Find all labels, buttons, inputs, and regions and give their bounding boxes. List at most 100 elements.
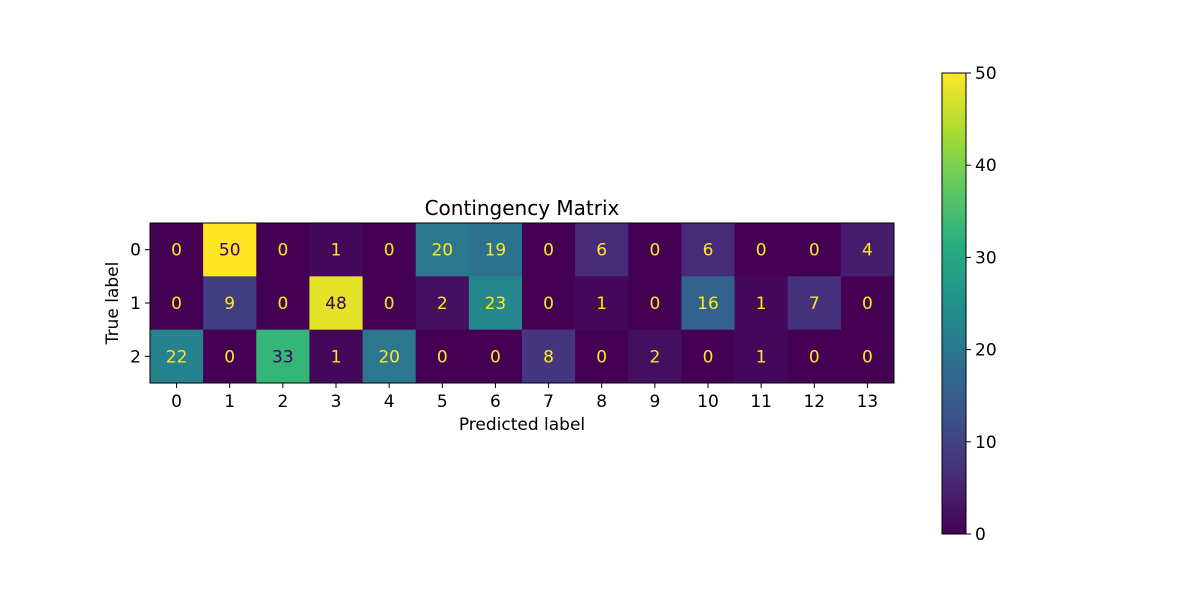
- heatmap-cell-value: 1: [596, 294, 607, 314]
- x-tick-label: 7: [543, 392, 554, 412]
- heatmap-cell-value: 20: [431, 241, 453, 261]
- y-axis-label: True label: [103, 262, 123, 346]
- heatmap-cell: [309, 223, 364, 277]
- heatmap-cell-value: 0: [277, 294, 288, 314]
- heatmap-cell: [256, 276, 310, 331]
- heatmap-cell: [362, 223, 417, 277]
- heatmap-cell: [362, 276, 417, 331]
- heatmap-cell-value: 0: [490, 347, 501, 367]
- chart-title: Contingency Matrix: [425, 196, 620, 220]
- heatmap-cell: [681, 276, 736, 331]
- heatmap-cell-value: 1: [331, 347, 342, 367]
- heatmap-cell: [840, 223, 895, 277]
- colorbar-tick-label: 40: [975, 156, 997, 176]
- heatmap-cell: [575, 329, 629, 384]
- heatmap-cell-value: 23: [485, 294, 507, 314]
- colorbar-tick-label: 10: [975, 433, 997, 453]
- x-tick-label: 5: [437, 392, 448, 412]
- heatmap-cell-labels: 0 50 0 1 0 20 19 0 6 0 6 0 0 40 9 0 48 0 2 23 0 1 0 16 1 7 022 0 33 1…: [166, 241, 873, 368]
- x-tick-label: 6: [490, 392, 501, 412]
- heatmap-cell: [787, 223, 842, 277]
- heatmap-cell-value: 0: [277, 241, 288, 261]
- heatmap-cell-value: 0: [384, 241, 395, 261]
- heatmap-cell: [415, 223, 470, 277]
- heatmap-cell: [734, 223, 789, 277]
- heatmap-cell-value: 0: [809, 241, 820, 261]
- heatmap-cell: [575, 276, 629, 331]
- heatmap-cell-value: 0: [596, 347, 607, 367]
- heatmap-cell: [522, 276, 576, 331]
- heatmap-cell: [203, 223, 257, 277]
- heatmap-cell: [203, 276, 257, 331]
- heatmap-cell: [468, 223, 523, 277]
- heatmap-cell-value: 0: [543, 294, 554, 314]
- heatmap-cell-value: 0: [171, 294, 182, 314]
- heatmap-cell-value: 4: [862, 241, 873, 261]
- heatmap-cell: [150, 329, 204, 384]
- x-tick-label: 1: [224, 392, 235, 412]
- heatmap-cell: [522, 329, 576, 384]
- heatmap-cell: [256, 329, 310, 384]
- heatmap-cell: [787, 276, 842, 331]
- heatmap-cell: [840, 329, 895, 384]
- heatmap-cell-value: 6: [596, 241, 607, 261]
- heatmap-cell-value: 0: [384, 294, 395, 314]
- heatmap-cell: [256, 223, 310, 277]
- heatmap-cell-value: 8: [543, 347, 554, 367]
- heatmap-cell-value: 1: [331, 241, 342, 261]
- heatmap-cell-value: 22: [166, 347, 188, 367]
- heatmap-cell: [415, 276, 470, 331]
- heatmap-cell-value: 2: [437, 294, 448, 314]
- heatmap-cell-value: 16: [697, 294, 719, 314]
- heatmap-cell: [628, 276, 682, 331]
- heatmap-cell: [362, 329, 417, 384]
- x-tick-label: 4: [384, 392, 395, 412]
- colorbar-ticks: 0 10 20 30 40 50: [966, 64, 997, 545]
- heatmap-cell-value: 0: [703, 347, 714, 367]
- heatmap-cells: [150, 223, 895, 384]
- colorbar: [941, 72, 967, 535]
- heatmap-cell: [203, 329, 257, 384]
- heatmap-cell: [787, 329, 842, 384]
- x-tick-label: 8: [596, 392, 607, 412]
- heatmap-cell-value: 19: [485, 241, 507, 261]
- heatmap-cell-value: 6: [703, 241, 714, 261]
- x-tick-label: 11: [750, 392, 772, 412]
- heatmap-cell: [468, 276, 523, 331]
- heatmap-cell: [522, 223, 576, 277]
- x-tick-label: 13: [857, 392, 879, 412]
- heatmap-cell: [628, 329, 682, 384]
- x-tick-label: 12: [803, 392, 825, 412]
- heatmap-cell-value: 50: [219, 241, 241, 261]
- colorbar-tick-label: 30: [975, 248, 997, 268]
- heatmap-cell-value: 0: [649, 241, 660, 261]
- heatmap-cell: [150, 223, 204, 277]
- heatmap-cell: [681, 223, 736, 277]
- heatmap-cell: [575, 223, 629, 277]
- heatmap-cell-value: 1: [756, 294, 767, 314]
- heatmap-cell-value: 20: [378, 347, 400, 367]
- heatmap-cell: [468, 329, 523, 384]
- heatmap-cell-value: 9: [224, 294, 235, 314]
- colorbar-tick-label: 50: [975, 64, 997, 84]
- y-tick-label: 0: [130, 241, 141, 261]
- colorbar-tick-label: 0: [975, 525, 986, 545]
- heatmap-cell: [734, 329, 789, 384]
- x-tick-label: 3: [331, 392, 342, 412]
- heatmap-cell: [309, 329, 364, 384]
- heatmap-cell-value: 7: [809, 294, 820, 314]
- x-axis-label: Predicted label: [459, 415, 585, 435]
- colorbar-tick-label: 20: [975, 341, 997, 361]
- heatmap-cell: [681, 329, 736, 384]
- x-tick-label: 0: [171, 392, 182, 412]
- heatmap-cell: [734, 276, 789, 331]
- heatmap-cell: [309, 276, 364, 331]
- heatmap-cell-value: 0: [862, 294, 873, 314]
- x-tick-label: 10: [697, 392, 719, 412]
- x-axis-ticks: 0 1 2 3 4 5 6 7 8 9 10 11 12 13: [171, 383, 878, 412]
- heatmap-cell-value: 0: [649, 294, 660, 314]
- heatmap-cell-value: 1: [756, 347, 767, 367]
- heatmap-cell: [840, 276, 895, 331]
